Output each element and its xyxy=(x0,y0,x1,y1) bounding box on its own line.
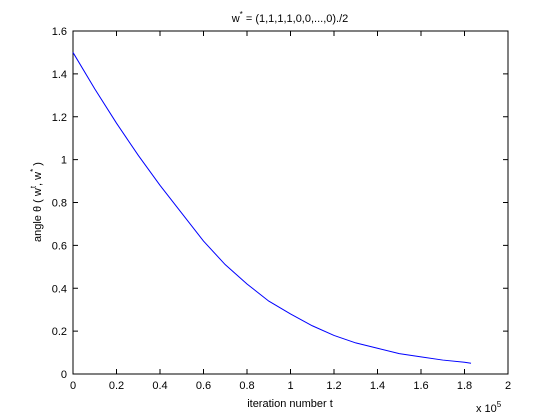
y-tick-label: 0.6 xyxy=(52,240,67,252)
y-tick-label: 0.2 xyxy=(52,326,67,338)
x-tick-label: 0.2 xyxy=(109,380,124,392)
x-tick-label: 0.6 xyxy=(196,380,211,392)
y-tick-label: 0.8 xyxy=(52,198,67,210)
y-tick-label: 0 xyxy=(61,369,67,381)
x-tick-label: 0.4 xyxy=(152,380,167,392)
y-tick-label: 1.4 xyxy=(52,69,67,81)
x-tick-label: 1.2 xyxy=(326,380,341,392)
axes-box xyxy=(72,30,509,375)
y-axis-label: angle θ ( wt, w* ) xyxy=(29,162,44,242)
x-tick-label: 0.8 xyxy=(239,380,254,392)
y-tick-label: 1.2 xyxy=(52,112,67,124)
y-tick-label: 1 xyxy=(61,155,67,167)
chart-title: w* = (1,1,1,1,0,0,...,0)./2 xyxy=(231,10,349,25)
x-tick-label: 1 xyxy=(287,380,293,392)
x-tick-label: 1.8 xyxy=(457,380,472,392)
x-tick-label: 2 xyxy=(505,380,511,392)
x-multiplier: x 105 xyxy=(476,400,502,415)
y-tick-label: 1.6 xyxy=(52,26,67,38)
x-tick-label: 1.6 xyxy=(413,380,428,392)
line-series xyxy=(72,52,472,364)
x-tick-label: 1.4 xyxy=(370,380,385,392)
y-tick-label: 0.4 xyxy=(52,283,67,295)
x-tick-label: 0 xyxy=(70,380,76,392)
x-axis-label: iteration number t xyxy=(247,398,333,410)
